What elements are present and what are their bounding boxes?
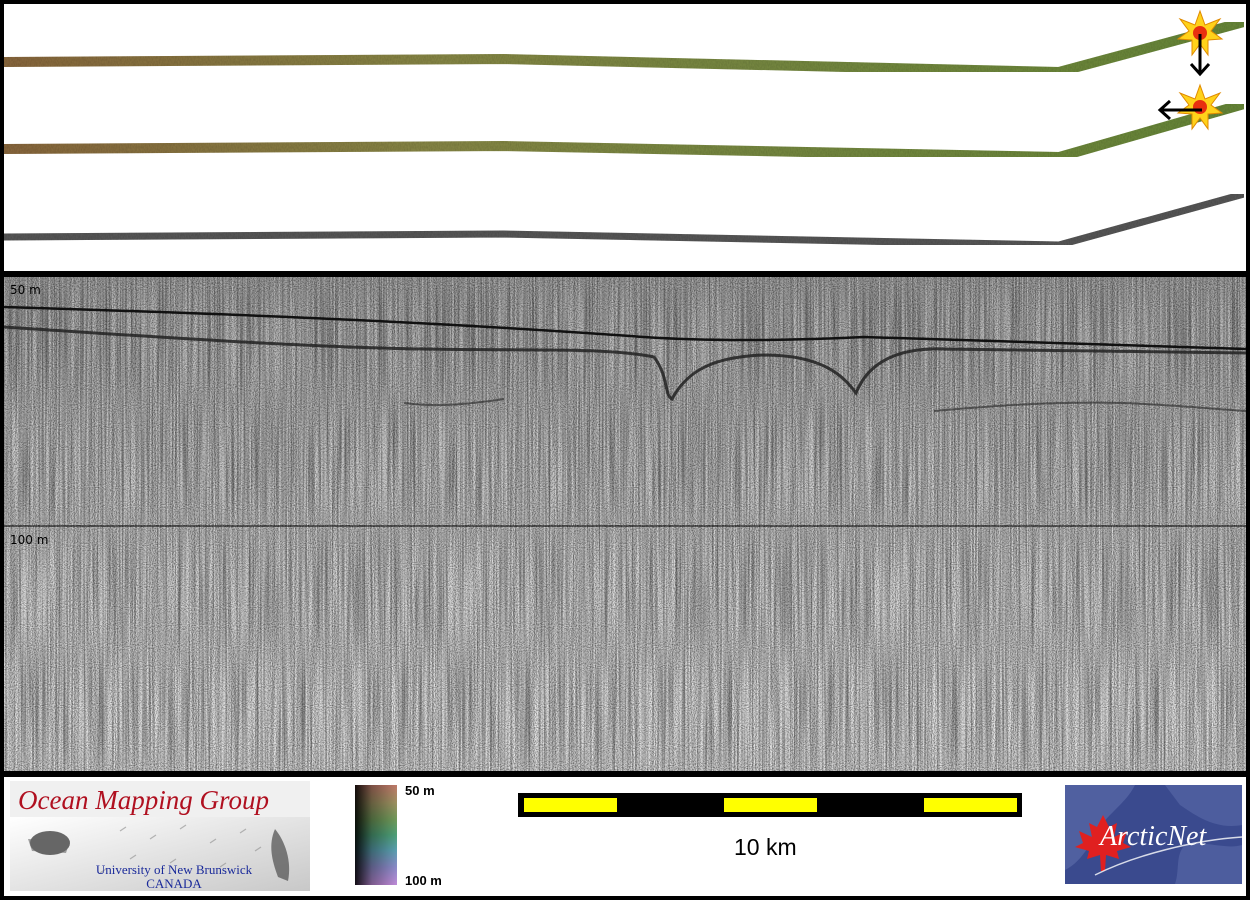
seabed-reflector bbox=[4, 305, 1246, 351]
arrow-left-icon bbox=[1157, 99, 1202, 121]
depth-label-50m: 50 m bbox=[10, 283, 41, 297]
legend-label-bottom: 100 m bbox=[405, 873, 442, 888]
omg-title: Ocean Mapping Group bbox=[18, 785, 269, 815]
omg-university: University of New Brunswick bbox=[95, 862, 253, 877]
scale-bar-segment bbox=[724, 798, 817, 812]
legend-label-top: 50 m bbox=[405, 783, 435, 798]
omg-logo bbox=[10, 781, 310, 891]
arcticnet-map-graphic bbox=[1065, 785, 1242, 884]
track-map-panel bbox=[4, 4, 1246, 271]
maple-leaf-icon bbox=[1075, 815, 1131, 871]
omg-logo-graphic bbox=[10, 817, 310, 891]
depth-color-legend bbox=[355, 785, 397, 885]
bathymetry-track-2 bbox=[4, 99, 1246, 163]
depth-label-100m: 100 m bbox=[10, 533, 49, 547]
scale-bar bbox=[518, 793, 1022, 817]
scale-label: 10 km bbox=[734, 834, 797, 860]
deep-reflector-right bbox=[933, 401, 1246, 412]
scale-bar-segment bbox=[924, 798, 1017, 812]
deep-reflector-left bbox=[403, 398, 505, 407]
omg-subtitle: University of New Brunswick CANADA bbox=[64, 863, 284, 891]
arcticnet-label: ArcticNet bbox=[1100, 821, 1207, 852]
subbottom-profile-panel: 50 m 100 m bbox=[4, 277, 1246, 771]
arcticnet-logo bbox=[1065, 785, 1242, 884]
bathymetry-track-1 bbox=[4, 17, 1246, 78]
subbottom-reflector bbox=[4, 325, 1246, 401]
profile-image bbox=[4, 277, 1246, 771]
backscatter-track bbox=[4, 190, 1245, 249]
track-strips bbox=[4, 9, 1246, 249]
footer-panel: Ocean Mapping Group University of New Br… bbox=[4, 777, 1246, 896]
arrow-down-icon bbox=[1189, 34, 1211, 77]
omg-country: CANADA bbox=[146, 876, 202, 891]
scale-bar-segment bbox=[524, 798, 617, 812]
